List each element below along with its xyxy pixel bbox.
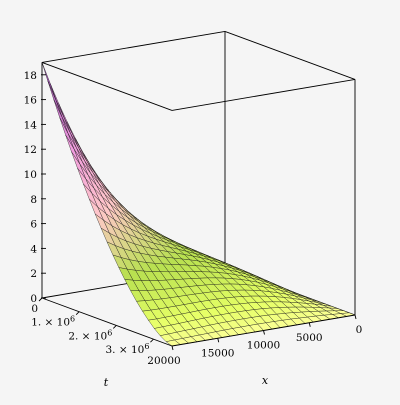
surface-mesh bbox=[41, 62, 356, 347]
surface-cell bbox=[47, 81, 63, 118]
z-tick-label: 6 bbox=[30, 219, 37, 231]
x-tick-mark bbox=[308, 322, 311, 327]
t-tick-mark bbox=[75, 311, 80, 316]
t-tick-mark bbox=[112, 325, 117, 329]
z-tick-label: 14 bbox=[24, 119, 38, 131]
surface-cell bbox=[41, 62, 57, 101]
surface-cell bbox=[53, 99, 69, 134]
x-tick-label: 0 bbox=[356, 324, 363, 336]
box-edge bbox=[41, 61, 173, 111]
x-tick-mark bbox=[171, 345, 174, 351]
z-tick-label: 2 bbox=[30, 268, 37, 280]
z-tick-label: 0 bbox=[30, 293, 37, 305]
x-tick-mark bbox=[354, 314, 357, 320]
x-tick-mark bbox=[263, 330, 265, 335]
x-tick-label: 20000 bbox=[147, 355, 180, 367]
t-tick-mark bbox=[38, 297, 43, 302]
x-tick-label: 15000 bbox=[201, 347, 234, 359]
x-tick-label: 10000 bbox=[247, 340, 280, 352]
surface-cell bbox=[50, 83, 65, 119]
z-tick-label: 12 bbox=[24, 144, 37, 156]
box-edge bbox=[224, 30, 356, 80]
x-tick-label: 5000 bbox=[296, 332, 323, 344]
x-axis-label: x bbox=[262, 374, 269, 387]
x-axis: 5000 10000 15000 20000 0 bbox=[147, 314, 363, 367]
t-tick-mark bbox=[150, 338, 154, 343]
t-tick-label: 1. × 106 bbox=[31, 315, 75, 329]
t-tick-label: 2. × 106 bbox=[68, 328, 112, 342]
x-tick-mark bbox=[217, 338, 220, 343]
t-tick-label: 3. × 106 bbox=[105, 342, 149, 356]
z-axis: 0 2 4 6 8 10 12 14 16 18 bbox=[24, 70, 46, 305]
z-tick-label: 10 bbox=[24, 169, 37, 181]
box-edge bbox=[41, 30, 226, 63]
z-tick-label: 4 bbox=[30, 243, 37, 255]
t-axis-label: t bbox=[104, 376, 109, 389]
z-tick-label: 16 bbox=[24, 95, 38, 107]
z-tick-label: 18 bbox=[24, 70, 37, 82]
box-edge bbox=[171, 78, 356, 111]
t-tick-label: 0 bbox=[31, 303, 38, 315]
z-tick-label: 8 bbox=[30, 194, 37, 206]
box-edge bbox=[41, 297, 173, 347]
